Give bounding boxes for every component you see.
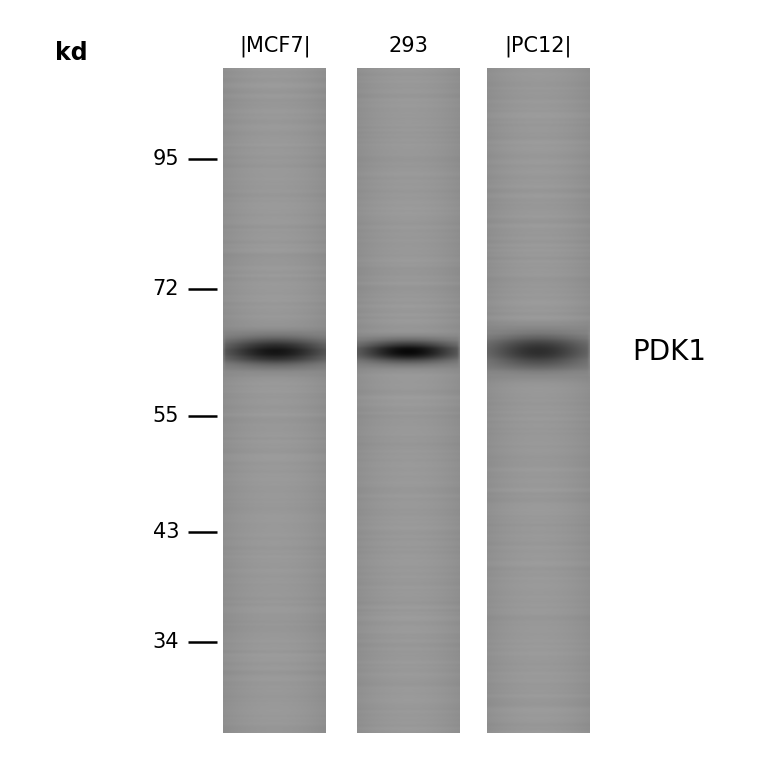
Text: 34: 34 [153, 632, 179, 652]
Text: |PC12|: |PC12| [505, 35, 572, 57]
Text: 55: 55 [153, 406, 179, 426]
Text: 43: 43 [153, 522, 179, 542]
Text: PDK1: PDK1 [633, 338, 706, 366]
Text: |MCF7|: |MCF7| [239, 35, 311, 57]
Text: 72: 72 [153, 279, 179, 299]
Text: kd: kd [55, 41, 88, 66]
Text: 95: 95 [153, 149, 179, 169]
Text: 293: 293 [389, 36, 429, 56]
